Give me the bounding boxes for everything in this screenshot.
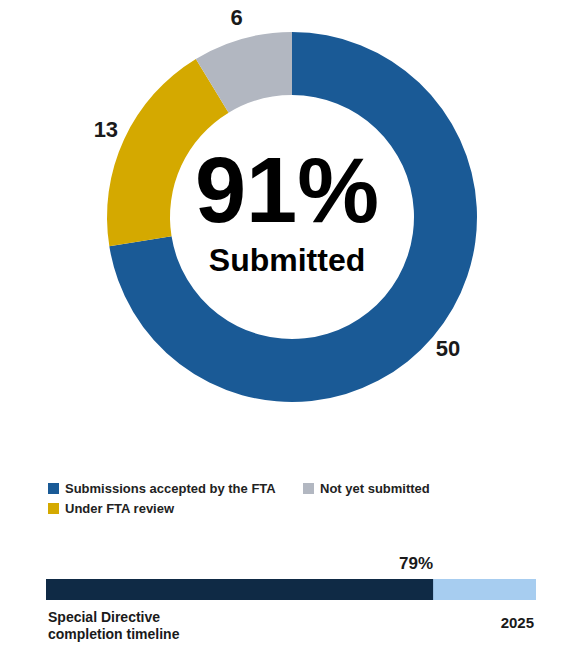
svg-text:13: 13 — [94, 117, 118, 142]
html-text:91%: 91% — [194, 139, 380, 241]
svg-text:79%: 79% — [399, 554, 433, 573]
html-text:Special Directive completion t: Special Directive completion timeline — [48, 609, 180, 642]
html-text:Submissions accepted by the FT: Submissions accepted by the FTA — [65, 480, 276, 496]
html-text:Under FTA review: Under FTA review — [65, 500, 175, 516]
html-text:Submitted: Submitted — [208, 242, 366, 278]
svg-text:50: 50 — [436, 336, 460, 361]
html-text:2025: 2025 — [500, 614, 534, 631]
html-text:Not yet submitted: Not yet submitted — [320, 480, 430, 496]
svg-text:6: 6 — [231, 5, 243, 30]
